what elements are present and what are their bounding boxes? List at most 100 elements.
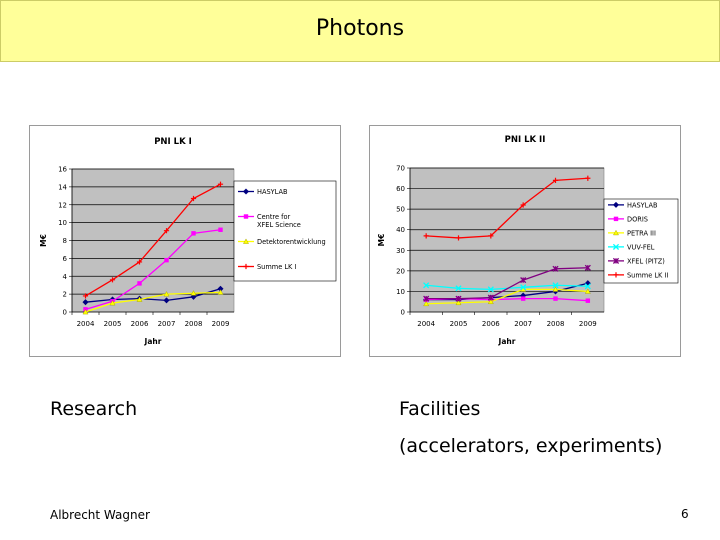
y-tick-label: 14 bbox=[58, 183, 67, 191]
x-tick-label: 2005 bbox=[104, 320, 122, 328]
author-footer: Albrecht Wagner bbox=[50, 508, 150, 522]
y-tick-label: 0 bbox=[63, 309, 67, 317]
y-tick-label: 50 bbox=[396, 206, 405, 214]
chart-title: PNI LK II bbox=[505, 135, 546, 145]
data-point bbox=[191, 231, 196, 236]
data-point bbox=[164, 257, 169, 263]
legend-box bbox=[233, 180, 337, 282]
y-axis-label: M€ bbox=[39, 234, 48, 247]
data-point bbox=[82, 308, 89, 315]
data-point bbox=[520, 284, 527, 291]
data-point bbox=[552, 286, 559, 292]
data-point bbox=[217, 289, 224, 295]
legend-label: HASYLAB bbox=[257, 188, 288, 196]
data-point bbox=[552, 265, 559, 272]
data-point bbox=[487, 294, 494, 301]
x-axis-label: Jahr bbox=[144, 337, 162, 346]
slide-title: Photons bbox=[315, 16, 405, 41]
data-point bbox=[584, 264, 591, 271]
data-point bbox=[423, 300, 430, 307]
data-point bbox=[217, 181, 224, 187]
data-point bbox=[190, 195, 197, 202]
data-point bbox=[82, 293, 89, 299]
data-point bbox=[520, 277, 527, 284]
legend-marker bbox=[613, 229, 619, 236]
series-line-5 bbox=[426, 177, 588, 239]
series-line-0 bbox=[85, 288, 221, 303]
y-tick-label: 40 bbox=[396, 226, 405, 234]
data-point bbox=[163, 297, 170, 304]
y-tick-label: 60 bbox=[396, 185, 405, 193]
series-line-1 bbox=[85, 229, 221, 310]
legend-marker bbox=[243, 263, 249, 270]
data-point bbox=[552, 177, 559, 183]
legend-marker bbox=[613, 216, 619, 222]
x-tick-label: 2004 bbox=[417, 320, 435, 328]
x-tick-label: 2007 bbox=[514, 320, 532, 328]
facilities-sublabel: (accelerators, experiments) bbox=[399, 435, 663, 457]
data-point bbox=[423, 233, 429, 239]
chart-title: PNI LK I bbox=[154, 137, 192, 147]
chart-lk2: PNI LK II 0 10 20 30 40 50 60 70 2004 2005 2006 2007… bbox=[377, 135, 679, 346]
legend-marker bbox=[612, 201, 620, 208]
legend-marker bbox=[243, 238, 249, 244]
legend-marker bbox=[612, 243, 620, 250]
x-tick-label: 2005 bbox=[450, 320, 468, 328]
legend-label: Summe LK II bbox=[627, 271, 668, 279]
research-label: Research bbox=[50, 398, 138, 420]
series-line-4 bbox=[426, 267, 588, 300]
legend-label: DORIS bbox=[627, 215, 648, 223]
y-tick-label: 10 bbox=[396, 288, 405, 296]
legend-marker bbox=[242, 188, 250, 195]
x-tick-label: 2008 bbox=[547, 320, 565, 328]
legend-label: XFEL (PITZ) bbox=[627, 257, 665, 265]
chart-lk1: PNI LK I 0 2 4 6 8 10 12 14 16 2004 2005 2006 2007 200… bbox=[39, 137, 337, 346]
x-tick-label: 2006 bbox=[482, 320, 500, 328]
data-point bbox=[584, 283, 591, 290]
data-point bbox=[553, 296, 558, 301]
legend-marker bbox=[243, 214, 249, 219]
data-point bbox=[137, 281, 142, 286]
y-tick-label: 16 bbox=[58, 166, 67, 174]
data-point bbox=[190, 290, 197, 296]
y-tick-label: 6 bbox=[63, 255, 68, 263]
data-point bbox=[423, 295, 430, 302]
y-tick-label: 4 bbox=[63, 273, 68, 281]
x-tick-label: 2008 bbox=[185, 320, 203, 328]
data-point bbox=[455, 285, 462, 292]
x-tick-label: 2004 bbox=[77, 320, 95, 328]
chart-lk2-frame: PNI LK II 0 10 20 30 40 50 60 70 2004 2005 2006 2007… bbox=[369, 125, 681, 357]
legend-label: VUV-FEL bbox=[627, 243, 655, 251]
data-point bbox=[136, 296, 143, 302]
x-axis-label: Jahr bbox=[498, 337, 516, 346]
y-tick-label: 30 bbox=[396, 247, 405, 255]
data-point bbox=[584, 288, 591, 294]
series-line-3 bbox=[85, 183, 221, 297]
x-tick-label: 2009 bbox=[579, 320, 597, 328]
data-point bbox=[82, 299, 89, 306]
y-axis-label: M€ bbox=[377, 234, 386, 247]
y-tick-label: 70 bbox=[396, 165, 405, 173]
data-point bbox=[423, 282, 430, 289]
y-tick-label: 10 bbox=[58, 219, 67, 227]
legend-label: HASYLAB bbox=[627, 201, 658, 209]
data-point bbox=[487, 298, 494, 304]
data-point bbox=[455, 295, 462, 302]
legend-label: PETRA III bbox=[627, 229, 656, 237]
data-point bbox=[520, 296, 526, 301]
data-point bbox=[136, 259, 143, 265]
data-point bbox=[585, 175, 591, 181]
x-tick-label: 2009 bbox=[212, 320, 230, 328]
series-line-2 bbox=[85, 291, 221, 313]
y-tick-label: 12 bbox=[58, 201, 67, 209]
chart-lk1-frame: PNI LK I 0 2 4 6 8 10 12 14 16 2004 2005 2006 2007 200… bbox=[29, 125, 341, 357]
facilities-label: Facilities bbox=[399, 398, 481, 420]
data-point bbox=[163, 291, 170, 297]
legend-label: Detektorentwicklung bbox=[257, 238, 326, 246]
y-tick-label: 0 bbox=[401, 309, 405, 317]
legend-label: Summe LK I bbox=[257, 263, 296, 271]
y-tick-label: 8 bbox=[63, 237, 67, 245]
y-tick-label: 2 bbox=[63, 291, 67, 299]
x-tick-label: 2007 bbox=[158, 320, 176, 328]
data-point bbox=[552, 282, 559, 289]
